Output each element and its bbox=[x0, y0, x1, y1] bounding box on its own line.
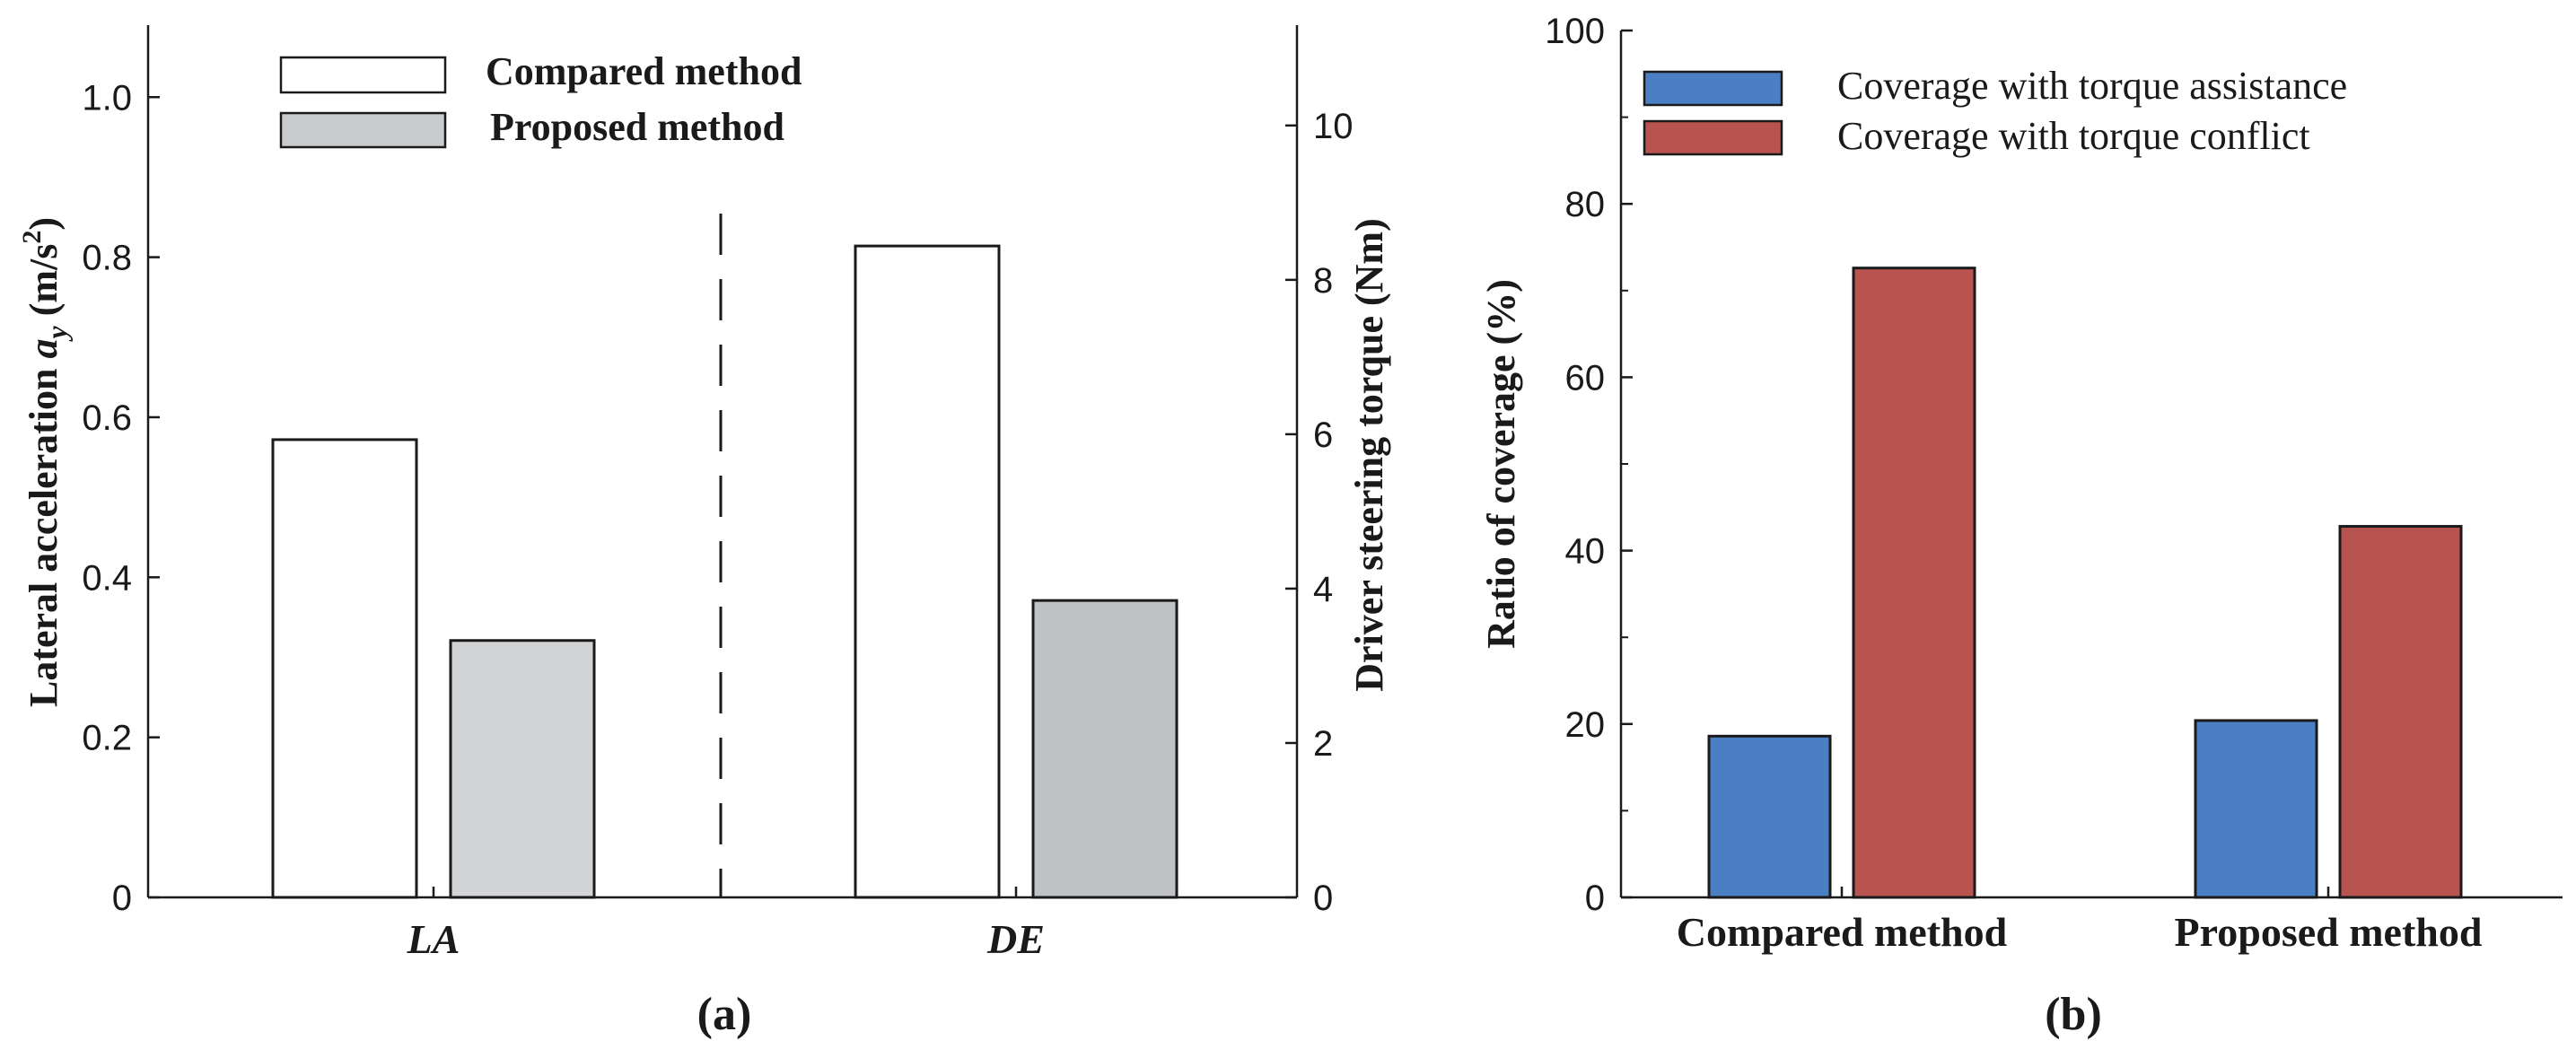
panel-b-y-tick-label: 100 bbox=[1545, 12, 1605, 51]
panel-b-category-compared: Compared method bbox=[1677, 909, 2008, 955]
bar-compared-de bbox=[854, 244, 1001, 899]
panel-b-chart: 0 20 40 60 80 100 Compared method Proposed me… bbox=[1479, 12, 2563, 1040]
legend-label-conflict: Coverage with torque conflict bbox=[1837, 114, 2310, 158]
panel-b-label: (b) bbox=[2045, 989, 2102, 1040]
panel-a-left-tick-label: 0 bbox=[112, 879, 132, 918]
panel-a-left-tick-label: 0.6 bbox=[82, 398, 132, 438]
legend-label-proposed: Proposed method bbox=[490, 105, 784, 149]
panel-a-right-tick-label: 8 bbox=[1313, 261, 1333, 301]
panel-a-left-tick-label: 1.0 bbox=[82, 78, 132, 118]
panel-a-label: (a) bbox=[697, 989, 752, 1040]
bar-assistance-compared bbox=[1707, 734, 1832, 899]
panel-b-y-tick-label: 20 bbox=[1565, 705, 1606, 745]
legend-swatch-proposed bbox=[279, 111, 447, 149]
panel-a-category-la: LA bbox=[407, 916, 460, 962]
panel-a-right-tick-label: 10 bbox=[1313, 107, 1354, 146]
bar-assistance-proposed bbox=[2194, 719, 2318, 899]
panel-b-y-tick-label: 0 bbox=[1585, 879, 1605, 918]
panel-a-chart: 0 0.2 0.4 0.6 0.8 1.0 0 2 4 6 8 10 LA DE Lateral a… bbox=[17, 25, 1391, 1040]
panel-a-right-tick-label: 6 bbox=[1313, 415, 1333, 455]
legend-swatch-conflict bbox=[1643, 119, 1783, 156]
bar-compared-la bbox=[271, 438, 418, 899]
bar-proposed-la bbox=[449, 639, 596, 899]
legend-swatch-compared bbox=[279, 56, 447, 94]
legend-label-compared: Compared method bbox=[486, 49, 802, 93]
panel-a-category-de: DE bbox=[986, 916, 1045, 962]
panel-a-right-tick-label: 2 bbox=[1313, 724, 1333, 764]
bar-conflict-compared bbox=[1852, 267, 1976, 899]
panel-a-left-tick-label: 0.8 bbox=[82, 239, 132, 278]
legend-label-assistance: Coverage with torque assistance bbox=[1837, 64, 2347, 108]
panel-a-right-axis-label: Driver steering torque (Nm) bbox=[1347, 218, 1391, 691]
panel-a-left-axis-label: Lateral acceleration ay (m/s2) bbox=[17, 217, 73, 707]
panel-a-left-tick-label: 0.4 bbox=[82, 558, 132, 598]
legend-swatch-assistance bbox=[1643, 70, 1783, 107]
panel-b-y-tick-label: 60 bbox=[1565, 358, 1606, 398]
panel-a-right-tick-label: 4 bbox=[1313, 570, 1333, 609]
bar-proposed-de bbox=[1031, 599, 1178, 899]
panel-a-right-tick-label: 0 bbox=[1313, 879, 1333, 918]
panel-b-category-proposed: Proposed method bbox=[2175, 909, 2483, 955]
panel-a-left-tick-label: 0.2 bbox=[82, 719, 132, 758]
panel-b-y-tick-label: 40 bbox=[1565, 532, 1606, 572]
bar-conflict-proposed bbox=[2338, 525, 2463, 899]
panel-b-y-axis-label: Ratio of coverage (%) bbox=[1479, 279, 1523, 649]
panel-b-y-tick-label: 80 bbox=[1565, 185, 1606, 224]
